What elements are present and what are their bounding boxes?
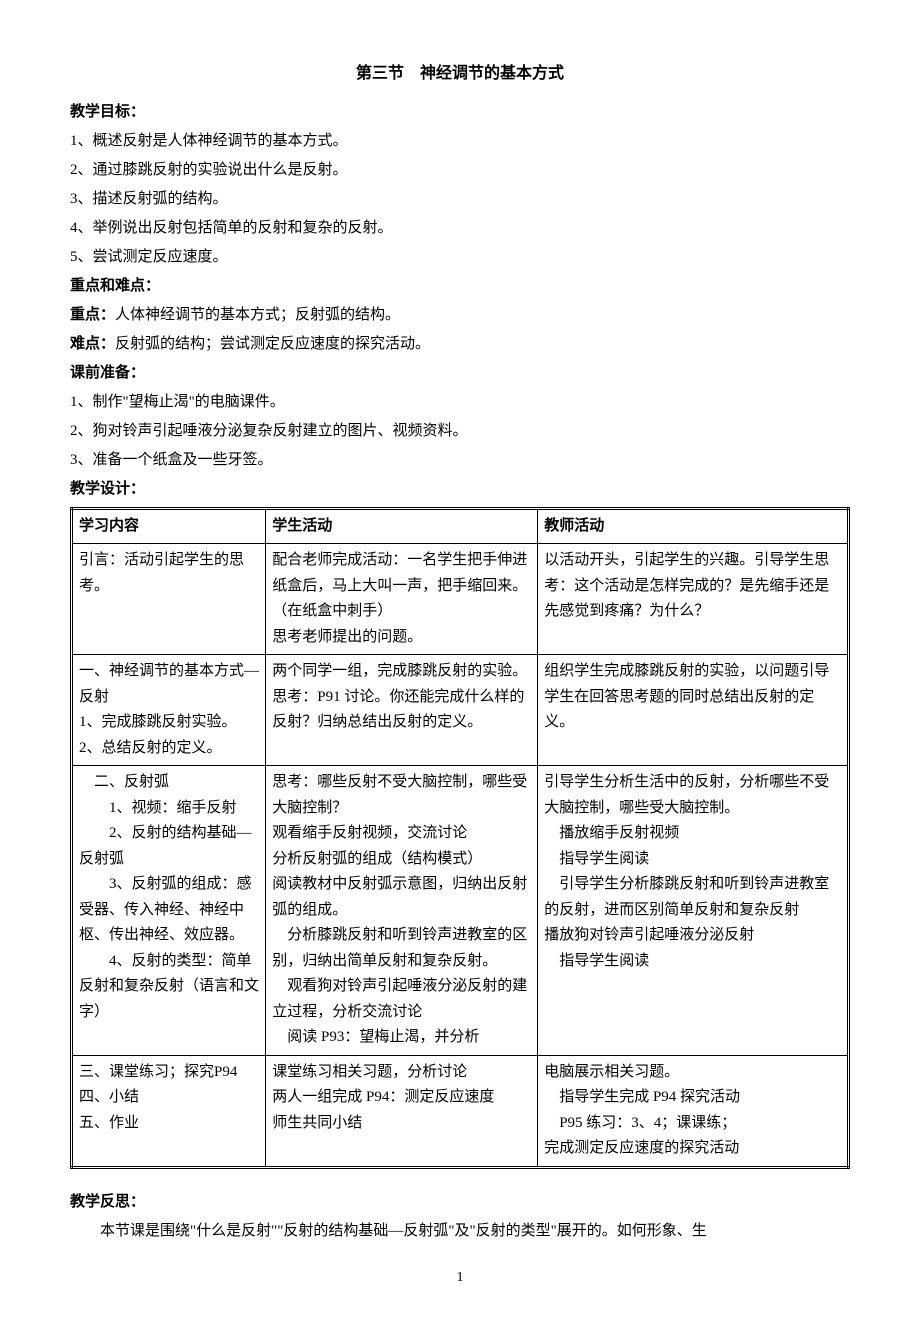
table-cell: 一、神经调节的基本方式—反射1、完成膝跳反射实验。2、总结反射的定义。: [72, 655, 266, 766]
table-cell: 引导学生分析生活中的反射，分析哪些不受大脑控制，哪些受大脑控制。 播放缩手反射视…: [538, 766, 849, 1056]
table-row: 二、反射弧 1、视频：缩手反射 2、反射的结构基础—反射弧 3、反射弧的组成：感…: [72, 766, 849, 1056]
table-row: 引言：活动引起学生的思考。 配合老师完成活动：一名学生把手伸进纸盒后，马上大叫一…: [72, 544, 849, 655]
table-cell: 配合老师完成活动：一名学生把手伸进纸盒后，马上大叫一声，把手缩回来。（在纸盒中刺…: [266, 544, 538, 655]
preparation-item: 2、狗对铃声引起唾液分泌复杂反射建立的图片、视频资料。: [70, 418, 850, 445]
teaching-design-table: 学习内容 学生活动 教师活动 引言：活动引起学生的思考。 配合老师完成活动：一名…: [70, 507, 850, 1169]
table-header-row: 学习内容 学生活动 教师活动: [72, 508, 849, 544]
objective-item: 3、描述反射弧的结构。: [70, 186, 850, 213]
table-header: 学生活动: [266, 508, 538, 544]
objectives-heading: 教学目标：: [70, 99, 850, 126]
table-cell: 课堂练习相关习题，分析讨论两人一组完成 P94：测定反应速度师生共同小结: [266, 1055, 538, 1167]
objective-item: 5、尝试测定反应速度。: [70, 244, 850, 271]
key-difficult-heading: 重点和难点：: [70, 273, 850, 300]
table-cell: 引言：活动引起学生的思考。: [72, 544, 266, 655]
key-label: 重点：: [70, 307, 115, 323]
design-heading: 教学设计：: [70, 476, 850, 503]
page-number: 1: [70, 1265, 850, 1290]
preparation-item: 1、制作"望梅止渴"的电脑课件。: [70, 389, 850, 416]
table-header: 教师活动: [538, 508, 849, 544]
reflection-body: 本节课是围绕"什么是反射""反射的结构基础—反射弧"及"反射的类型"展开的。如何…: [70, 1218, 850, 1245]
table-cell: 组织学生完成膝跳反射的实验，以问题引导学生在回答思考题的同时总结出反射的定义。: [538, 655, 849, 766]
table-cell: 三、课堂练习；探究P94四、小结五、作业: [72, 1055, 266, 1167]
difficult-point-line: 难点：反射弧的结构；尝试测定反应速度的探究活动。: [70, 331, 850, 358]
table-header: 学习内容: [72, 508, 266, 544]
objective-item: 1、概述反射是人体神经调节的基本方式。: [70, 128, 850, 155]
table-row: 三、课堂练习；探究P94四、小结五、作业 课堂练习相关习题，分析讨论两人一组完成…: [72, 1055, 849, 1167]
document-title: 第三节 神经调节的基本方式: [70, 60, 850, 89]
table-cell: 电脑展示相关习题。 指导学生完成 P94 探究活动 P95 练习：3、4；课课练…: [538, 1055, 849, 1167]
preparation-item: 3、准备一个纸盒及一些牙签。: [70, 447, 850, 474]
table-row: 一、神经调节的基本方式—反射1、完成膝跳反射实验。2、总结反射的定义。 两个同学…: [72, 655, 849, 766]
table-cell: 以活动开头，引起学生的兴趣。引导学生思考：这个活动是怎样完成的？是先缩手还是先感…: [538, 544, 849, 655]
objective-item: 4、举例说出反射包括简单的反射和复杂的反射。: [70, 215, 850, 242]
reflection-heading: 教学反思：: [70, 1189, 850, 1216]
key-point-line: 重点：人体神经调节的基本方式；反射弧的结构。: [70, 302, 850, 329]
table-cell: 思考：哪些反射不受大脑控制，哪些受大脑控制？观看缩手反射视频，交流讨论分析反射弧…: [266, 766, 538, 1056]
table-cell: 二、反射弧 1、视频：缩手反射 2、反射的结构基础—反射弧 3、反射弧的组成：感…: [72, 766, 266, 1056]
preparation-heading: 课前准备：: [70, 360, 850, 387]
difficult-text: 反射弧的结构；尝试测定反应速度的探究活动。: [115, 336, 430, 352]
objective-item: 2、通过膝跳反射的实验说出什么是反射。: [70, 157, 850, 184]
difficult-label: 难点：: [70, 336, 115, 352]
key-text: 人体神经调节的基本方式；反射弧的结构。: [115, 307, 400, 323]
table-cell: 两个同学一组，完成膝跳反射的实验。思考：P91 讨论。你还能完成什么样的反射？归…: [266, 655, 538, 766]
